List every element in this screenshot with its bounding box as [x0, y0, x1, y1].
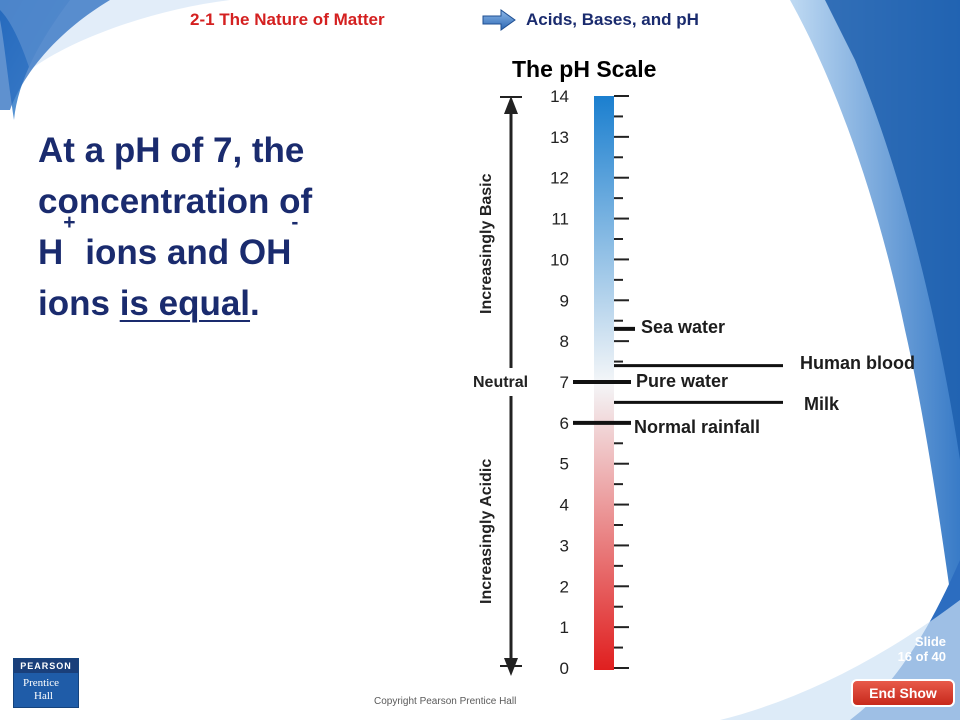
- chapter-title: 2-1 The Nature of Matter: [190, 10, 385, 29]
- answer-underlined: is equal: [119, 284, 251, 323]
- ph-scale-figure: Increasingly Basic Neutral Increasingly …: [463, 82, 783, 680]
- ph-tick-label: 10: [550, 250, 569, 269]
- ph-tick-label: 9: [560, 291, 569, 310]
- right-arrow-icon: [482, 9, 516, 31]
- slide-counter: Slide 16 of 40: [897, 634, 946, 664]
- statement-line-4: ions is equal.: [38, 284, 260, 323]
- ph-tick-label: 13: [550, 128, 569, 147]
- marker-label-pure-water: Pure water: [636, 371, 729, 391]
- marker-label-milk: Milk: [804, 394, 840, 415]
- end-show-button[interactable]: End Show: [851, 679, 955, 707]
- statement-line-3: H+ ions and OH-: [38, 211, 299, 272]
- marker-label-normal-rainfall: Normal rainfall: [634, 416, 761, 437]
- main-statement: At a pH of 7, the concentration of H+ io…: [38, 125, 398, 329]
- axis-label-neutral: Neutral: [473, 374, 528, 391]
- ph-tick-label: 5: [560, 455, 569, 474]
- axis-label-basic: Increasingly Basic: [478, 173, 495, 314]
- ph-tick-label: 7: [560, 373, 569, 392]
- copyright-text: Copyright Pearson Prentice Hall: [374, 696, 517, 707]
- ph-tick-label: 14: [550, 87, 569, 106]
- ph-tick-label: 1: [560, 618, 569, 637]
- marker-label-sea-water: Sea water: [641, 316, 726, 337]
- pearson-prentice-hall-logo: PEARSON Prentice Hall: [13, 658, 79, 708]
- section-title: Acids, Bases, and pH: [526, 10, 699, 29]
- ph-tick-label: 8: [560, 332, 569, 351]
- ph-tick-label: 3: [560, 536, 569, 555]
- slide-header: 2-1 The Nature of Matter Acids, Bases, a…: [0, 8, 960, 34]
- statement-line-2: concentration of: [38, 182, 313, 221]
- marker-label-human-blood: Human blood: [800, 352, 915, 373]
- ph-scale-title: The pH Scale: [512, 56, 657, 82]
- ph-tick-label: 12: [550, 169, 569, 188]
- ph-tick-label: 11: [551, 210, 569, 229]
- ph-tick-label: 6: [560, 414, 569, 433]
- statement-line-1: At a pH of 7, the: [38, 131, 305, 170]
- ph-tick-label: 2: [560, 577, 569, 596]
- ph-scale-graphic: Increasingly Basic Neutral Increasingly …: [473, 87, 783, 678]
- axis-label-acidic: Increasingly Acidic: [478, 459, 495, 604]
- arrow-head-up-icon: [504, 96, 518, 114]
- ph-tick-label: 0: [560, 659, 569, 678]
- ph-tick-label: 4: [560, 496, 569, 515]
